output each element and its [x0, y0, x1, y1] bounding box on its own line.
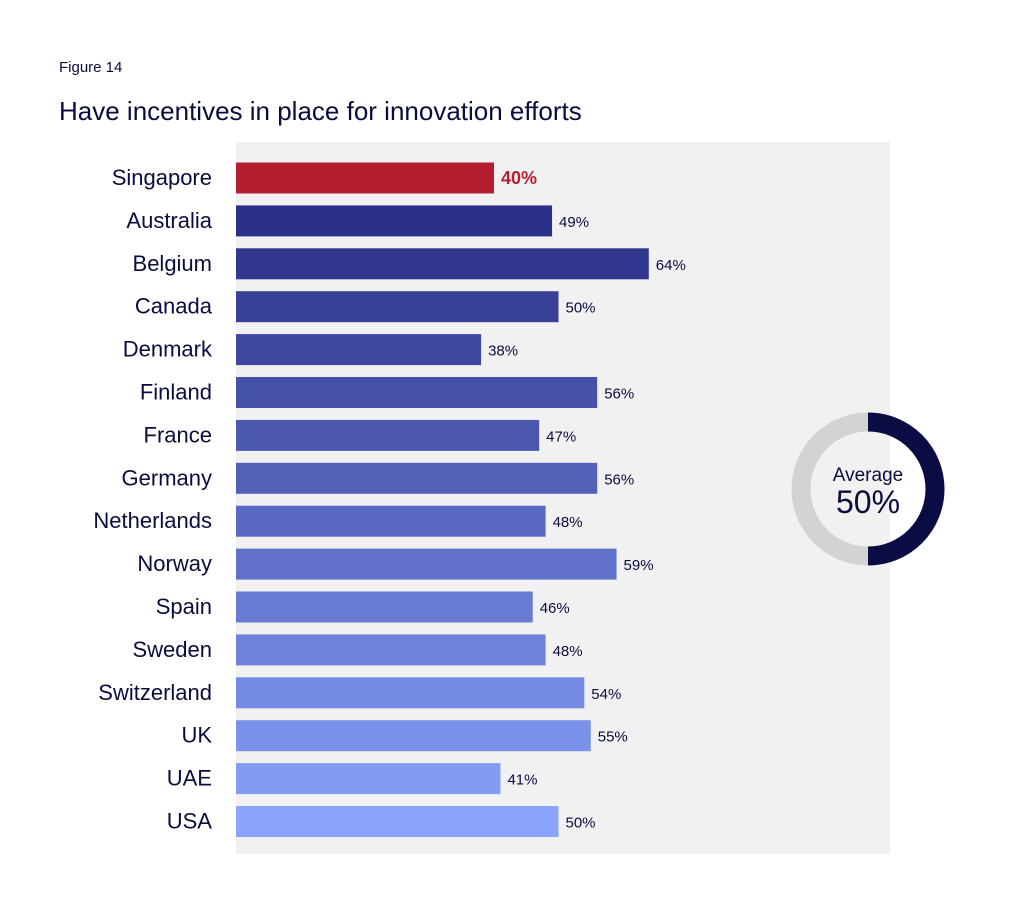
average-caption: Average: [833, 465, 903, 486]
bar-uk: [236, 720, 591, 752]
category-label-germany: Germany: [122, 465, 212, 490]
category-label-belgium: Belgium: [133, 251, 212, 276]
category-label-sweden: Sweden: [132, 637, 212, 662]
category-label-norway: Norway: [137, 551, 212, 576]
value-label-australia: 49%: [559, 214, 589, 231]
value-label-germany: 56%: [604, 471, 634, 488]
category-label-uae: UAE: [167, 766, 212, 791]
value-label-singapore: 40%: [501, 168, 537, 188]
value-label-switzerland: 54%: [591, 686, 621, 703]
value-label-belgium: 64%: [656, 257, 686, 274]
bar-switzerland: [236, 677, 585, 709]
value-label-uk: 55%: [598, 729, 628, 746]
bar-sweden: [236, 634, 546, 666]
value-label-canada: 50%: [566, 300, 596, 317]
bar-singapore: [236, 162, 494, 194]
bar-usa: [236, 806, 559, 837]
value-label-sweden: 48%: [553, 643, 583, 660]
category-label-denmark: Denmark: [123, 337, 213, 362]
category-label-spain: Spain: [156, 594, 212, 619]
average-donut: Average 50%: [791, 412, 945, 566]
category-label-france: France: [144, 422, 212, 447]
bars-layer: Singapore 40% Australia 49% Belgium 64% Canada…: [93, 162, 686, 837]
average-ring-filled: [867, 412, 945, 566]
category-label-australia: Australia: [126, 208, 212, 233]
value-label-denmark: 38%: [488, 343, 518, 360]
bar-netherlands: [236, 505, 546, 537]
bar-finland: [236, 377, 598, 408]
bar-uae: [236, 763, 501, 795]
category-label-finland: Finland: [140, 380, 212, 405]
bar-belgium: [236, 248, 649, 280]
category-label-uk: UK: [181, 723, 212, 748]
category-label-canada: Canada: [135, 294, 213, 319]
value-label-uae: 41%: [507, 772, 537, 789]
bar-denmark: [236, 334, 482, 366]
bar-canada: [236, 291, 559, 323]
bar-germany: [236, 462, 598, 494]
bar-norway: [236, 548, 617, 580]
category-label-netherlands: Netherlands: [93, 508, 212, 533]
value-label-norway: 59%: [624, 557, 654, 574]
category-label-singapore: Singapore: [112, 165, 212, 190]
chart-title: Have incentives in place for innovation …: [59, 96, 582, 126]
value-label-usa: 50%: [566, 815, 596, 832]
bar-australia: [236, 205, 553, 237]
bar-spain: [236, 591, 533, 623]
value-label-france: 47%: [546, 428, 576, 445]
value-label-spain: 46%: [540, 600, 570, 617]
value-label-netherlands: 48%: [553, 514, 583, 531]
category-label-switzerland: Switzerland: [98, 680, 212, 705]
category-label-usa: USA: [167, 809, 213, 834]
bar-france: [236, 419, 540, 451]
figure-label: Figure 14: [59, 59, 123, 76]
value-label-finland: 56%: [604, 386, 634, 403]
average-value: 50%: [836, 484, 900, 520]
